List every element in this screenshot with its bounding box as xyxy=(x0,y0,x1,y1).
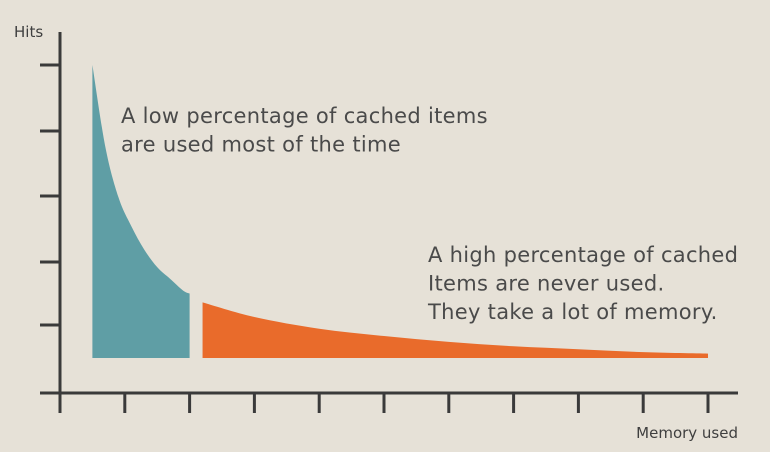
annotation-1-line: A low percentage of cached items xyxy=(121,104,488,128)
area-series-2 xyxy=(202,302,708,358)
x-axis-label: Memory used xyxy=(636,424,738,442)
chart-axes xyxy=(40,32,738,413)
annotation-2-line: Items are never used. xyxy=(428,272,664,296)
chart-areas xyxy=(92,65,708,358)
y-axis-label: Hits xyxy=(14,23,43,41)
annotation-2-line: They take a lot of memory. xyxy=(427,300,718,324)
annotation-1-line: are used most of the time xyxy=(121,133,401,157)
annotation-2-line: A high percentage of cached xyxy=(428,243,738,267)
annotations: A low percentage of cached items are used… xyxy=(121,104,738,324)
area-series-1 xyxy=(92,65,190,358)
